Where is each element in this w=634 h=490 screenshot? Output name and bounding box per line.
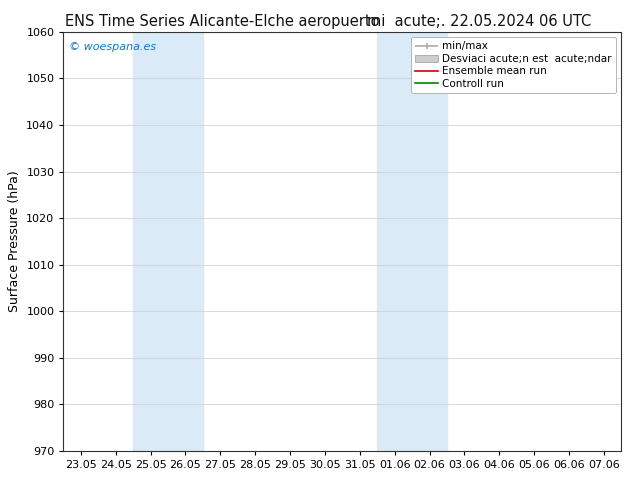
Text: © woespana.es: © woespana.es — [69, 42, 156, 52]
Bar — [133, 32, 203, 451]
Legend: min/max, Desviaci acute;n est  acute;ndar, Ensemble mean run, Controll run: min/max, Desviaci acute;n est acute;ndar… — [411, 37, 616, 93]
Text: ENS Time Series Alicante-Elche aeropuerto: ENS Time Series Alicante-Elche aeropuert… — [65, 14, 379, 29]
Bar — [377, 32, 447, 451]
Y-axis label: Surface Pressure (hPa): Surface Pressure (hPa) — [8, 171, 21, 312]
Text: mi  acute;. 22.05.2024 06 UTC: mi acute;. 22.05.2024 06 UTC — [366, 14, 591, 29]
